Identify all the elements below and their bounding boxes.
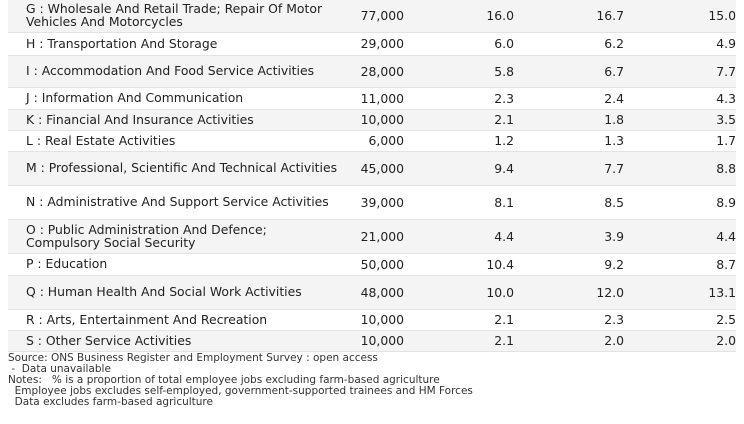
industry-cell: R : Arts, Entertainment And Recreation <box>8 309 343 331</box>
notes-line-2: Employee jobs excludes self-employed, go… <box>8 385 473 397</box>
industry-cell: H : Transportation And Storage <box>8 32 343 56</box>
table-row: Q : Human Health And Social Work Activit… <box>8 275 736 310</box>
table-row: S : Other Service Activities 10,000 2.1 … <box>8 330 736 352</box>
pct-cell: 1.2 <box>404 130 514 152</box>
pct-cell: 13.1 <box>624 275 736 310</box>
table-row: L : Real Estate Activities 6,000 1.2 1.3… <box>8 130 736 152</box>
pct-cell: 3.9 <box>514 219 624 254</box>
pct-cell: 2.0 <box>624 330 736 352</box>
table-notes: Source: ONS Business Register and Employ… <box>8 353 738 408</box>
industry-cell: K : Financial And Insurance Activities <box>8 109 343 131</box>
jobs-cell: 77,000 <box>343 0 404 33</box>
industry-cell: J : Information And Communication <box>8 87 343 110</box>
jobs-cell: 28,000 <box>343 55 404 88</box>
table-row: P : Education 50,000 10.4 9.2 8.7 <box>8 253 736 276</box>
pct-cell: 16.0 <box>404 0 514 33</box>
pct-cell: 1.7 <box>624 130 736 152</box>
pct-cell: 9.2 <box>514 253 624 276</box>
pct-cell: 10.4 <box>404 253 514 276</box>
pct-cell: 8.8 <box>624 151 736 186</box>
jobs-cell: 21,000 <box>343 219 404 254</box>
industry-cell: P : Education <box>8 253 343 276</box>
industry-cell: I : Accommodation And Food Service Activ… <box>8 55 343 88</box>
jobs-cell: 48,000 <box>343 275 404 310</box>
pct-cell: 8.5 <box>514 185 624 220</box>
industry-cell: G : Wholesale And Retail Trade; Repair O… <box>8 0 343 33</box>
pct-cell: 3.5 <box>624 109 736 131</box>
pct-cell: 4.4 <box>404 219 514 254</box>
pct-cell: 4.3 <box>624 87 736 110</box>
industry-cell: Q : Human Health And Social Work Activit… <box>8 275 343 310</box>
jobs-cell: 11,000 <box>343 87 404 110</box>
pct-cell: 2.1 <box>404 309 514 331</box>
pct-cell: 12.0 <box>514 275 624 310</box>
jobs-cell: 50,000 <box>343 253 404 276</box>
pct-cell: 6.7 <box>514 55 624 88</box>
jobs-cell: 10,000 <box>343 309 404 331</box>
table-row: N : Administrative And Support Service A… <box>8 185 736 220</box>
industry-cell: S : Other Service Activities <box>8 330 343 352</box>
table-row: J : Information And Communication 11,000… <box>8 87 736 110</box>
industry-cell: L : Real Estate Activities <box>8 130 343 152</box>
pct-cell: 8.7 <box>624 253 736 276</box>
notes-line-3: Data excludes farm-based agriculture <box>8 396 213 408</box>
pct-cell: 1.3 <box>514 130 624 152</box>
table-row: M : Professional, Scientific And Technic… <box>8 151 736 186</box>
employee-jobs-table: G : Wholesale And Retail Trade; Repair O… <box>8 0 736 352</box>
pct-cell: 9.4 <box>404 151 514 186</box>
table-row: K : Financial And Insurance Activities 1… <box>8 109 736 131</box>
pct-cell: 16.7 <box>514 0 624 33</box>
notes-line-1: Notes: % is a proportion of total employ… <box>8 374 440 386</box>
pct-cell: 5.8 <box>404 55 514 88</box>
unavailable-note: - Data unavailable <box>8 363 111 375</box>
table-row: H : Transportation And Storage 29,000 6.… <box>8 32 736 56</box>
industry-cell: O : Public Administration And Defence; C… <box>8 219 343 254</box>
source-note: Source: ONS Business Register and Employ… <box>8 352 378 364</box>
jobs-cell: 29,000 <box>343 32 404 56</box>
table-row: G : Wholesale And Retail Trade; Repair O… <box>8 0 736 33</box>
pct-cell: 2.3 <box>404 87 514 110</box>
pct-cell: 7.7 <box>624 55 736 88</box>
pct-cell: 4.4 <box>624 219 736 254</box>
pct-cell: 8.9 <box>624 185 736 220</box>
pct-cell: 1.8 <box>514 109 624 131</box>
pct-cell: 8.1 <box>404 185 514 220</box>
pct-cell: 15.0 <box>624 0 736 33</box>
industry-cell: N : Administrative And Support Service A… <box>8 185 343 220</box>
jobs-cell: 39,000 <box>343 185 404 220</box>
jobs-cell: 10,000 <box>343 330 404 352</box>
table-row: R : Arts, Entertainment And Recreation 1… <box>8 309 736 331</box>
pct-cell: 2.1 <box>404 109 514 131</box>
pct-cell: 6.0 <box>404 32 514 56</box>
jobs-cell: 6,000 <box>343 130 404 152</box>
table-row: O : Public Administration And Defence; C… <box>8 219 736 254</box>
pct-cell: 10.0 <box>404 275 514 310</box>
pct-cell: 2.3 <box>514 309 624 331</box>
industry-cell: M : Professional, Scientific And Technic… <box>8 151 343 186</box>
table-row: I : Accommodation And Food Service Activ… <box>8 55 736 88</box>
pct-cell: 2.4 <box>514 87 624 110</box>
pct-cell: 2.5 <box>624 309 736 331</box>
jobs-cell: 10,000 <box>343 109 404 131</box>
pct-cell: 4.9 <box>624 32 736 56</box>
pct-cell: 2.1 <box>404 330 514 352</box>
pct-cell: 2.0 <box>514 330 624 352</box>
pct-cell: 7.7 <box>514 151 624 186</box>
jobs-cell: 45,000 <box>343 151 404 186</box>
pct-cell: 6.2 <box>514 32 624 56</box>
